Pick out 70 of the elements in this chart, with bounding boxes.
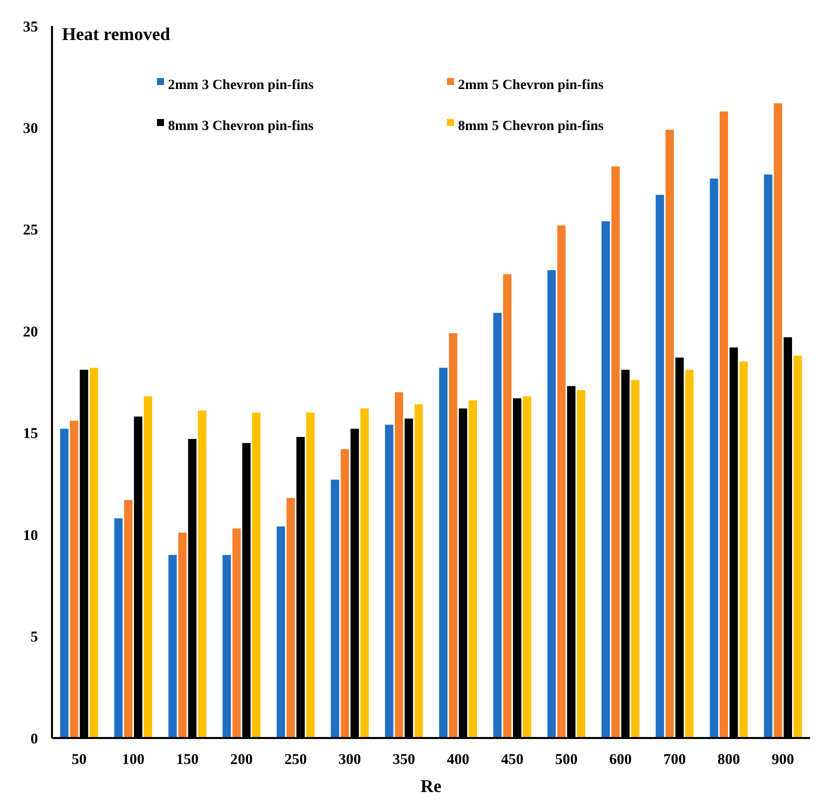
bar <box>384 424 394 738</box>
y-tick-label: 10 <box>23 528 38 544</box>
legend-label: 8mm 3 Chevron pin-fins <box>168 118 314 134</box>
legend-label: 2mm 3 Chevron pin-fins <box>168 78 314 93</box>
x-tick-label: 450 <box>500 752 524 768</box>
bar <box>232 528 241 738</box>
x-tick-label: 500 <box>555 752 578 768</box>
bar <box>198 410 206 738</box>
bar <box>276 526 286 738</box>
bar <box>468 400 478 738</box>
y-tick-label: 5 <box>30 630 38 646</box>
bar <box>493 312 502 738</box>
bar <box>685 370 694 738</box>
bar <box>739 362 748 738</box>
legend-label: 2mm 5 Chevron pin-fins <box>458 78 604 93</box>
y-axis-title: Heat removed <box>62 24 170 44</box>
x-tick-label: 350 <box>392 752 416 768</box>
bar <box>557 225 566 738</box>
bar <box>611 166 620 738</box>
x-tick-label: 700 <box>663 752 686 768</box>
bar <box>764 174 772 738</box>
x-tick-label: 150 <box>176 752 199 768</box>
x-tick-label: 800 <box>718 752 740 768</box>
y-tick-label: 30 <box>23 120 38 137</box>
y-tick-label: 20 <box>23 324 38 340</box>
bar <box>522 396 532 738</box>
bar <box>414 404 423 738</box>
x-tick-label: 200 <box>230 752 253 768</box>
bar <box>503 274 512 738</box>
bar <box>394 392 404 738</box>
x-tick-label: 50 <box>72 752 87 768</box>
bar <box>340 449 350 738</box>
bar <box>710 178 718 738</box>
y-tick-label: 0 <box>30 731 38 748</box>
x-tick-label: 600 <box>609 752 632 768</box>
bar <box>90 368 98 738</box>
bar <box>124 500 132 738</box>
bar <box>656 194 664 738</box>
bar <box>666 130 674 738</box>
bar <box>144 396 152 738</box>
bar <box>70 420 78 738</box>
x-tick-label: 300 <box>338 752 362 768</box>
bar <box>252 412 260 738</box>
y-tick-label: 15 <box>23 426 38 442</box>
bar <box>168 554 177 738</box>
bar <box>602 221 610 738</box>
legend-label: 8mm 5 Chevron pin-fins <box>458 118 604 134</box>
x-tick-label: 900 <box>772 752 794 768</box>
y-tick-label: 35 <box>23 19 38 36</box>
bar <box>222 554 231 738</box>
bar <box>178 532 187 738</box>
bar <box>774 103 782 738</box>
bar <box>60 428 68 738</box>
x-axis-title: Re <box>420 776 442 796</box>
bar <box>286 498 295 738</box>
bar <box>794 356 802 738</box>
bar <box>330 480 340 738</box>
bar <box>631 380 640 738</box>
bar <box>720 111 728 738</box>
bar <box>360 408 369 738</box>
bar <box>448 333 458 738</box>
x-tick-label: 100 <box>122 752 144 768</box>
bar <box>306 412 315 738</box>
bar <box>439 368 448 738</box>
x-tick-label: 400 <box>446 752 470 768</box>
bar <box>547 270 556 738</box>
bar <box>114 518 123 738</box>
x-tick-label: 250 <box>284 752 307 768</box>
y-tick-label: 25 <box>23 222 38 239</box>
bar <box>576 390 586 738</box>
